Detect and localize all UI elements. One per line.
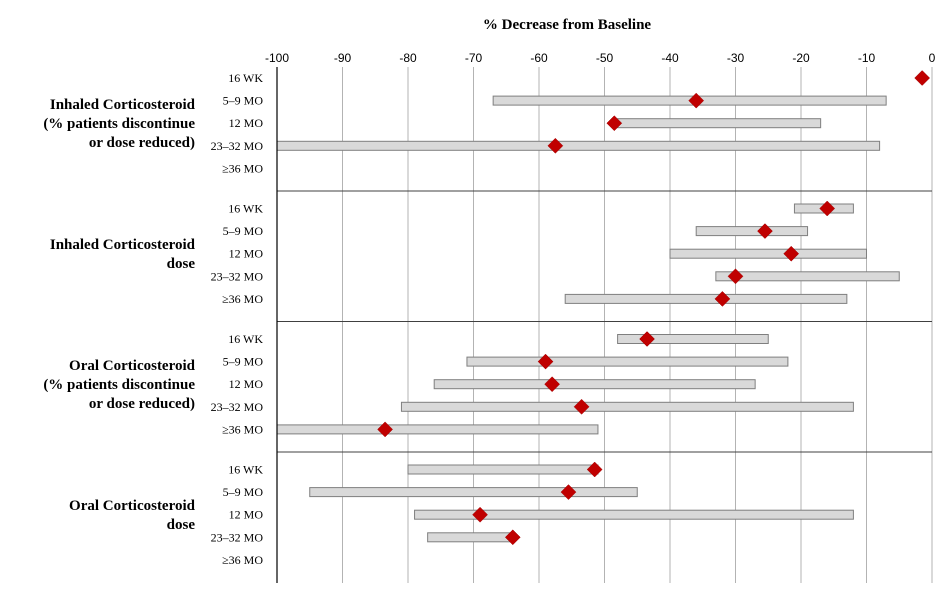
row-label: 23–32 MO xyxy=(211,400,264,414)
range-bar xyxy=(414,509,854,520)
x-tick-label: -70 xyxy=(465,51,483,65)
row-label: ≥36 MO xyxy=(222,292,263,306)
group-separators xyxy=(277,190,932,453)
point-estimates xyxy=(377,70,931,546)
range-bar xyxy=(617,334,769,344)
point-estimate xyxy=(639,331,655,347)
range-bar xyxy=(564,293,848,304)
row-label: 16 WK xyxy=(228,463,263,477)
range-bar xyxy=(466,356,789,367)
point-estimate xyxy=(688,92,705,109)
row-label: 23–32 MO xyxy=(211,139,264,153)
row-label: 12 MO xyxy=(229,377,264,391)
row-label: 5–9 MO xyxy=(223,224,264,238)
range-bar xyxy=(276,140,881,151)
range-bars xyxy=(276,95,900,543)
group-label: Inhaled Corticosteroid xyxy=(50,97,196,113)
point-estimate xyxy=(714,291,731,307)
range-bar xyxy=(669,248,867,259)
point-estimate xyxy=(544,376,560,393)
group-label: dose xyxy=(167,517,196,533)
row-label: ≥36 MO xyxy=(222,161,263,175)
row-label: 16 WK xyxy=(228,332,263,346)
row-label: 12 MO xyxy=(229,247,264,261)
range-bar xyxy=(695,226,809,237)
point-estimate xyxy=(504,529,521,546)
row-label: 12 MO xyxy=(229,116,264,130)
row-label: ≥36 MO xyxy=(222,422,263,436)
x-tick-label: 0 xyxy=(929,51,936,65)
row-label: 16 WK xyxy=(228,71,263,85)
grid-lines xyxy=(276,67,933,583)
group-label: dose xyxy=(167,256,196,272)
point-estimate xyxy=(586,461,603,478)
range-bar xyxy=(715,271,900,282)
x-tick-label: -60 xyxy=(530,51,548,65)
range-bar xyxy=(400,401,854,412)
row-label: 12 MO xyxy=(229,508,264,522)
group-label: or dose reduced) xyxy=(89,135,195,151)
point-estimate xyxy=(472,506,488,523)
group-label: Oral Corticosteroid xyxy=(69,498,196,514)
range-bar xyxy=(407,464,599,475)
range-bar xyxy=(427,532,514,543)
point-estimate xyxy=(606,115,623,132)
x-tick-labels: -100 -90 -80 -70 -60 -50 -40 -30 -20 -10 0 xyxy=(265,51,936,65)
row-label: 23–32 MO xyxy=(211,530,264,544)
range-bar xyxy=(309,487,638,498)
row-label: 5–9 MO xyxy=(223,485,264,499)
row-label: 23–32 MO xyxy=(211,269,264,283)
range-bar xyxy=(276,424,599,435)
x-tick-label: -30 xyxy=(727,51,745,65)
x-tick-label: -100 xyxy=(265,51,289,65)
point-estimate xyxy=(819,200,836,217)
point-estimate xyxy=(573,398,590,415)
row-label: 5–9 MO xyxy=(223,94,264,108)
row-labels: 16 WK 5–9 MO 12 MO 23–32 MO ≥36 MO 16 WK 5–9 M… xyxy=(211,71,264,567)
row-label: 16 WK xyxy=(228,202,263,216)
row-label: ≥36 MO xyxy=(222,553,263,567)
point-estimate xyxy=(727,268,744,285)
row-label: 5–9 MO xyxy=(223,355,264,369)
x-tick-label: -90 xyxy=(334,51,352,65)
point-estimate xyxy=(783,245,800,262)
point-estimate xyxy=(757,223,773,239)
chart-title: % Decrease from Baseline xyxy=(483,17,651,33)
group-label: Oral Corticosteroid xyxy=(69,358,196,374)
point-estimate xyxy=(560,484,577,500)
x-tick-label: -40 xyxy=(661,51,679,65)
group-label: Inhaled Corticosteroid xyxy=(50,237,196,253)
point-estimate xyxy=(537,353,554,370)
point-estimate xyxy=(914,70,931,86)
range-bar xyxy=(617,118,822,129)
group-label: or dose reduced) xyxy=(89,396,195,412)
group-label: (% patients discontinue xyxy=(43,377,195,393)
range-bar xyxy=(433,379,756,390)
group-label: (% patients discontinue xyxy=(43,116,195,132)
point-estimate xyxy=(377,421,393,438)
x-tick-label: -50 xyxy=(596,51,614,65)
point-estimate xyxy=(547,137,564,154)
x-tick-label: -80 xyxy=(399,51,417,65)
x-tick-label: -20 xyxy=(792,51,810,65)
x-tick-label: -10 xyxy=(858,51,876,65)
group-labels: Inhaled Corticosteroid (% patients discon… xyxy=(43,97,195,533)
